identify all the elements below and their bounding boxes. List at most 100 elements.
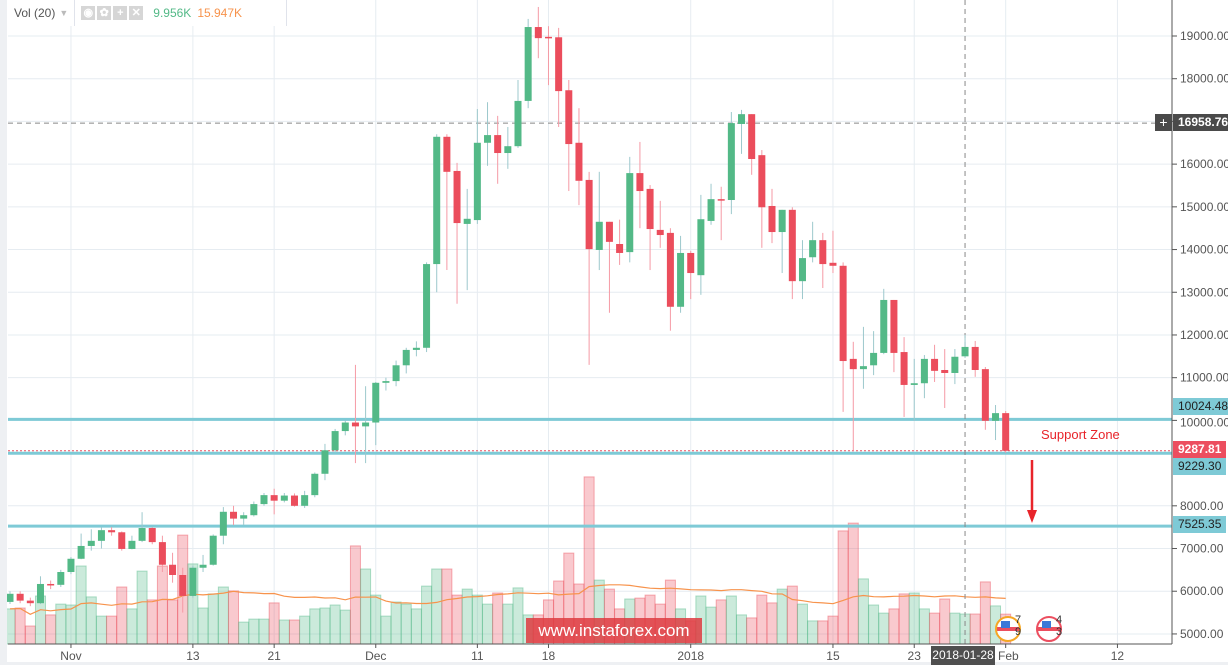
candle	[250, 501, 258, 517]
y-axis-tick-label: 16000.00	[1180, 157, 1228, 171]
candle-body	[829, 262, 837, 266]
candle-body	[951, 356, 959, 373]
eye-icon[interactable]: ◉	[81, 6, 96, 20]
candle	[16, 591, 24, 604]
volume-bar	[878, 612, 890, 645]
volume-bar	[360, 568, 372, 645]
candle-body	[169, 564, 177, 576]
y-axis-tick-label: 6000.00	[1180, 584, 1224, 598]
candle-body	[47, 583, 55, 586]
volume-bar	[756, 594, 768, 645]
candle-body	[880, 299, 888, 353]
candle	[290, 493, 298, 507]
candle-body	[575, 142, 583, 181]
candle	[158, 535, 166, 573]
gear-icon[interactable]: ✿	[97, 6, 112, 20]
support-zone-label: Support Zone	[1041, 427, 1120, 442]
candle-body	[941, 369, 949, 373]
volume-bar	[299, 615, 311, 645]
y-axis-tick-label: 8000.00	[1180, 499, 1224, 513]
candle-body	[16, 593, 24, 601]
economic-event-marker[interactable]: 4 3	[1036, 614, 1072, 642]
volume-bar	[421, 585, 433, 645]
candle	[372, 381, 380, 446]
candle-body	[778, 209, 786, 233]
candle	[981, 367, 989, 430]
volume-bar	[410, 608, 422, 645]
candle-body	[57, 572, 65, 585]
candle-body	[738, 114, 746, 124]
volume-bar	[908, 592, 920, 645]
candle	[128, 535, 136, 550]
volume-bar	[776, 588, 788, 645]
candle	[504, 126, 512, 169]
event-count: 4 3	[1056, 614, 1065, 638]
candle-body	[971, 346, 979, 370]
candle-body	[270, 495, 278, 501]
candle-body	[331, 431, 339, 451]
y-axis-tick-label: 15000.00	[1180, 200, 1228, 214]
volume-bar	[837, 530, 849, 645]
candle-body	[473, 142, 481, 221]
plus-icon[interactable]: +	[113, 6, 128, 20]
candle	[494, 115, 502, 184]
candle-body	[616, 243, 624, 253]
last-price-tag: 9287.81	[1173, 441, 1227, 458]
candle	[67, 557, 75, 575]
candle	[616, 219, 624, 265]
candle-body	[595, 221, 603, 250]
volume-bar	[725, 595, 737, 645]
candle-body	[321, 450, 329, 474]
close-icon[interactable]: ✕	[129, 6, 144, 20]
candle	[169, 552, 177, 583]
volume-bar	[746, 617, 758, 645]
candle-body	[433, 136, 441, 265]
candle-body	[484, 135, 492, 143]
volume-bar	[248, 618, 260, 645]
candle	[423, 262, 431, 353]
candle-body	[859, 366, 867, 370]
candle	[26, 597, 34, 607]
candle-body	[748, 114, 756, 160]
volume-bar	[868, 604, 880, 645]
candle-body	[890, 299, 898, 353]
candle	[870, 331, 878, 376]
volume-bar	[390, 601, 402, 645]
left-scroll-strip	[0, 0, 7, 665]
candle-body	[280, 495, 288, 501]
candle-body	[108, 530, 116, 533]
chevron-down-icon[interactable]: ▼	[59, 8, 69, 18]
volume-bar	[441, 568, 453, 645]
x-axis-tick-label: 15	[826, 649, 840, 663]
candle	[646, 185, 654, 271]
candle-body	[910, 383, 918, 385]
candle-body	[341, 422, 349, 432]
add-alert-plus-button[interactable]: +	[1155, 114, 1172, 131]
candle-body	[443, 136, 451, 172]
candle-body	[138, 528, 146, 541]
candle-body	[453, 170, 461, 224]
candle-body	[809, 240, 817, 258]
candle-body	[240, 515, 248, 519]
us-flag-icon	[995, 616, 1021, 642]
volume-bar	[929, 612, 941, 645]
y-axis-tick-label: 19000.00	[1180, 29, 1228, 43]
volume-bar	[136, 570, 148, 645]
candle	[341, 420, 349, 436]
volume-bar	[766, 602, 778, 645]
volume-bar	[807, 620, 819, 645]
candle	[839, 262, 847, 412]
volume-indicator-name[interactable]: Vol (20) ▼	[8, 0, 76, 26]
candle-body	[423, 264, 431, 348]
candle	[636, 141, 644, 229]
candle-body	[961, 346, 969, 357]
candle	[819, 232, 827, 288]
economic-event-marker[interactable]: 7 9	[995, 614, 1031, 642]
candle-body	[839, 265, 847, 362]
candle	[484, 102, 492, 166]
volume-bar	[796, 603, 808, 645]
candle	[859, 326, 867, 389]
candle-body	[717, 199, 725, 201]
